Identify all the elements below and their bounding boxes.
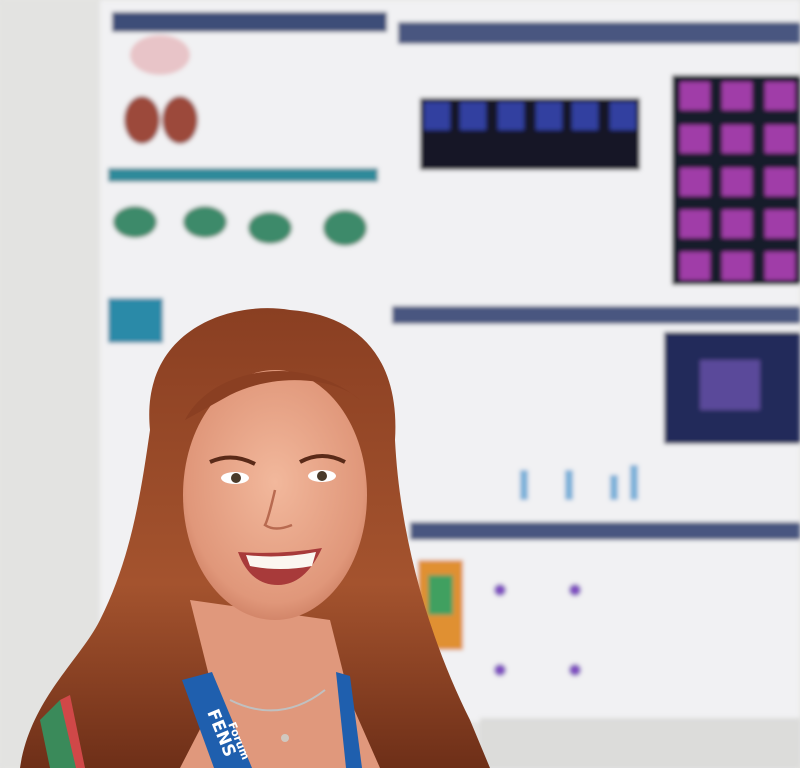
poster-header	[112, 12, 387, 32]
heatmap	[428, 575, 453, 615]
poster-header	[410, 522, 800, 540]
scatter-plots	[494, 584, 581, 676]
teeth	[246, 552, 316, 569]
lanyard	[336, 672, 362, 768]
fringe	[185, 371, 360, 420]
poster-header	[392, 306, 800, 324]
bar-plots	[520, 465, 638, 500]
iris	[317, 471, 327, 481]
shelf	[480, 718, 800, 768]
pendant	[281, 734, 289, 742]
necklace	[229, 689, 326, 712]
top-strap	[60, 695, 85, 768]
iris	[231, 473, 241, 483]
person: FENS Forum	[20, 308, 490, 768]
image-grid	[672, 75, 800, 285]
poster-header	[108, 168, 378, 182]
nose	[263, 489, 293, 530]
image-strip	[420, 98, 640, 170]
figure	[130, 35, 190, 75]
lanyard	[182, 672, 252, 768]
image-strip-tiles	[424, 102, 636, 130]
figure	[162, 96, 198, 144]
eyebrow	[209, 455, 256, 466]
poster-header	[398, 22, 800, 44]
figure-row	[113, 206, 367, 246]
fluorescence-image	[700, 360, 760, 410]
figure	[124, 96, 160, 144]
figure	[108, 298, 163, 343]
eyebrow	[299, 454, 346, 464]
